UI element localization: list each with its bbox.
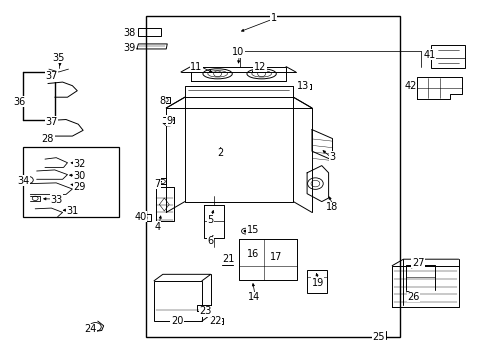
Text: 30: 30 [73,171,85,181]
Text: 2: 2 [217,148,223,158]
Text: 41: 41 [422,50,435,60]
Text: 18: 18 [325,202,338,212]
Text: 8: 8 [160,96,165,106]
Text: 38: 38 [122,28,135,38]
Bar [306,270,326,293]
Text: 1: 1 [270,13,276,23]
Text: 37: 37 [45,117,58,127]
Text: 33: 33 [50,195,62,205]
Text: 35: 35 [52,53,65,63]
Text: 13: 13 [296,81,309,91]
Text: 34: 34 [17,176,30,186]
Text: 26: 26 [406,292,419,302]
Text: 22: 22 [208,316,221,326]
Text: 9: 9 [166,116,172,126]
Text: 27: 27 [411,258,424,268]
Bar [154,281,202,321]
Text: 17: 17 [269,252,282,262]
Text: 6: 6 [207,236,213,246]
Text: 40: 40 [134,212,146,222]
Text: 14: 14 [247,292,260,302]
Bar [23,147,119,217]
Bar [371,331,386,339]
Text: 15: 15 [246,225,259,235]
Text: 32: 32 [73,159,85,169]
Text: 4: 4 [154,222,160,232]
Text: 29: 29 [73,182,85,192]
Text: 11: 11 [190,62,203,72]
Text: 3: 3 [329,152,335,162]
Circle shape [243,230,247,233]
Text: 10: 10 [231,47,244,57]
Text: 28: 28 [41,134,54,144]
Text: 20: 20 [170,316,183,326]
Text: 42: 42 [404,81,416,91]
Text: 37: 37 [45,71,58,81]
Text: 31: 31 [66,206,79,216]
Bar [145,16,399,337]
Bar [222,257,233,265]
Text: 23: 23 [199,306,211,316]
Text: 12: 12 [253,62,266,72]
Text: 21: 21 [222,254,234,264]
Text: 25: 25 [372,332,385,342]
Text: 24: 24 [84,324,97,334]
Text: 16: 16 [246,249,259,259]
Text: 7: 7 [154,179,160,189]
Bar [138,214,150,221]
Text: 5: 5 [207,215,213,225]
Bar [138,28,161,36]
Text: 19: 19 [311,278,324,288]
Bar [430,45,464,68]
Text: 39: 39 [122,42,135,53]
Text: 36: 36 [13,96,26,107]
Bar [214,318,223,324]
